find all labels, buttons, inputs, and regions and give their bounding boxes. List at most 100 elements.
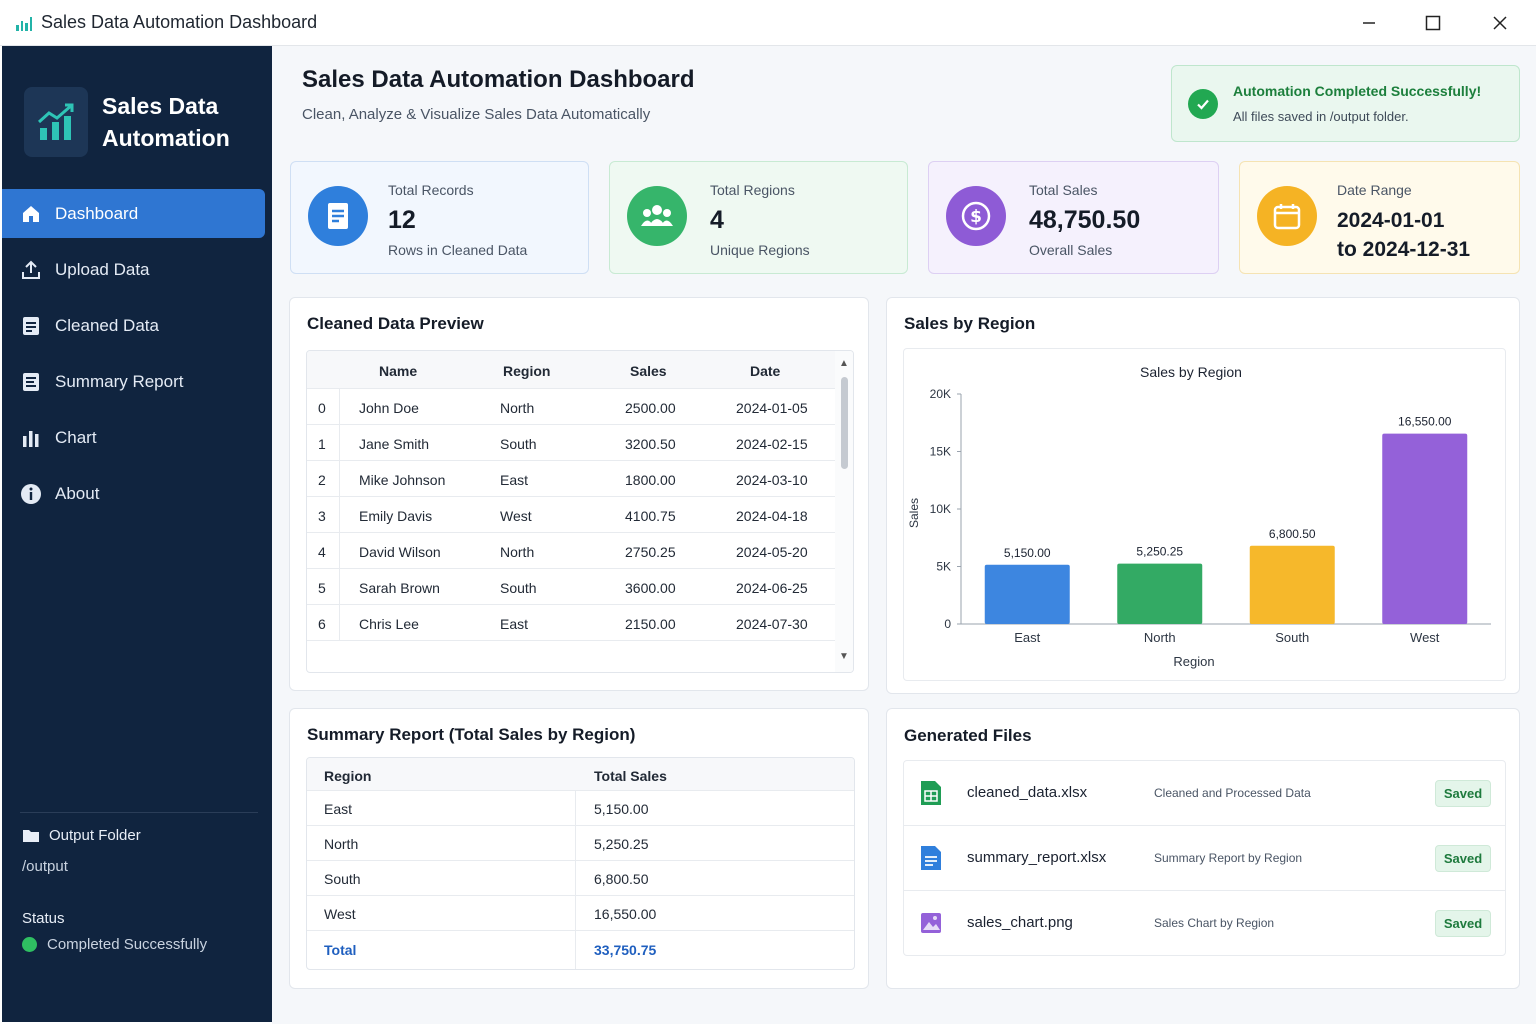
table-row[interactable]: 5 Sarah Brown South 3600.00 2024-06-25 bbox=[307, 569, 837, 605]
sidebar: Sales Data Automation Dashboard Upload D… bbox=[2, 46, 272, 1022]
alert-title: Automation Completed Successfully! bbox=[1233, 83, 1482, 99]
table-row[interactable]: 6 Chris Lee East 2150.00 2024-07-30 bbox=[307, 605, 837, 641]
table-row[interactable]: 0 John Doe North 2500.00 2024-01-05 bbox=[307, 389, 837, 425]
scroll-thumb[interactable] bbox=[841, 377, 848, 469]
y-tick-label: 10K bbox=[930, 502, 951, 516]
sidebar-item-upload-data[interactable]: Upload Data bbox=[2, 245, 272, 294]
generated-files-list: cleaned_data.xlsx Cleaned and Processed … bbox=[903, 760, 1506, 956]
sidebar-item-summary-report[interactable]: Summary Report bbox=[2, 357, 272, 406]
sidebar-item-about[interactable]: About bbox=[2, 469, 272, 518]
summary-table: Region Total Sales East 5,150.00 North 5,2… bbox=[306, 757, 855, 970]
column-header: Total Sales bbox=[594, 768, 667, 784]
stat-card-total-regions: Total Regions 4 Unique Regions bbox=[609, 161, 908, 274]
page-subtitle: Clean, Analyze & Visualize Sales Data Au… bbox=[302, 106, 651, 123]
table-row: West 16,550.00 bbox=[307, 896, 854, 931]
users-group-icon bbox=[627, 186, 687, 246]
sidebar-item-dashboard[interactable]: Dashboard bbox=[2, 189, 265, 238]
bar-west bbox=[1382, 433, 1468, 624]
sidebar-item-label: Cleaned Data bbox=[55, 315, 159, 335]
column-header: Date bbox=[750, 363, 781, 379]
close-button[interactable] bbox=[1467, 0, 1533, 46]
y-tick-label: 20K bbox=[930, 387, 951, 401]
minimize-icon bbox=[1363, 22, 1375, 24]
folder-icon bbox=[23, 830, 39, 842]
x-tick-label: West bbox=[1410, 630, 1440, 645]
home-icon bbox=[20, 203, 42, 225]
sidebar-divider bbox=[20, 812, 258, 813]
card-title: Cleaned Data Preview bbox=[307, 314, 484, 333]
maximize-button[interactable] bbox=[1400, 0, 1466, 46]
stat-card-total-sales: $ Total Sales 48,750.50 Overall Sales bbox=[928, 161, 1219, 274]
chart-frame: Sales by Region Region Sales 0 5K 10K 15K 20… bbox=[903, 348, 1506, 681]
sidebar-item-chart[interactable]: Chart bbox=[2, 413, 272, 462]
stat-sub: Unique Regions bbox=[710, 242, 810, 258]
y-tick-label: 15K bbox=[930, 445, 951, 459]
file-name: sales_chart.png bbox=[967, 914, 1073, 931]
table-row[interactable]: 3 Emily Davis West 4100.75 2024-04-18 bbox=[307, 497, 837, 533]
status-value: Completed Successfully bbox=[22, 936, 207, 953]
stat-label: Date Range bbox=[1337, 182, 1412, 198]
spreadsheet-icon bbox=[921, 781, 941, 805]
vertical-scrollbar[interactable]: ▲ ▼ bbox=[835, 351, 853, 672]
file-row-sales-chart[interactable]: sales_chart.png Sales Chart by Region Sa… bbox=[904, 891, 1505, 956]
sales-bar-chart: Sales by Region Region Sales 0 5K 10K 15K 20… bbox=[907, 364, 1491, 669]
bar-value-label: 5,150.00 bbox=[1004, 546, 1051, 560]
file-row-cleaned-data[interactable]: cleaned_data.xlsx Cleaned and Processed … bbox=[904, 761, 1505, 826]
table-row[interactable]: 1 Jane Smith South 3200.50 2024-02-15 bbox=[307, 425, 837, 461]
status-badge: Saved bbox=[1435, 845, 1491, 872]
records-icon bbox=[308, 186, 368, 246]
file-description: Cleaned and Processed Data bbox=[1154, 786, 1311, 800]
table-row: East 5,150.00 bbox=[307, 791, 854, 826]
table-row: South 6,800.50 bbox=[307, 861, 854, 896]
check-circle-icon bbox=[1188, 89, 1218, 119]
sidebar-item-label: Dashboard bbox=[55, 203, 139, 223]
svg-text:$: $ bbox=[970, 207, 982, 227]
preview-table[interactable]: Name Region Sales Date 0 John Doe North 250… bbox=[306, 350, 854, 673]
table-total-row: Total 33,750.75 bbox=[324, 942, 657, 958]
report-icon bbox=[20, 371, 42, 393]
chart-title: Sales by Region bbox=[1140, 364, 1242, 380]
success-alert: Automation Completed Successfully! All f… bbox=[1171, 65, 1520, 142]
brand-name: Sales Data Automation bbox=[102, 93, 230, 151]
brand-logo-icon bbox=[24, 87, 88, 157]
generated-files-card: Generated Files cleaned_data.xlsx Cleane… bbox=[886, 708, 1520, 989]
info-icon bbox=[20, 483, 42, 505]
y-tick-label: 0 bbox=[944, 617, 951, 631]
sidebar-item-label: Chart bbox=[55, 427, 97, 447]
table-row[interactable]: 4 David Wilson North 2750.25 2024-05-20 bbox=[307, 533, 837, 569]
file-description: Sales Chart by Region bbox=[1154, 916, 1275, 930]
calendar-icon bbox=[1257, 186, 1317, 246]
maximize-icon bbox=[1425, 15, 1441, 31]
table-header-row: Name Region Sales Date bbox=[307, 351, 837, 389]
file-description: Summary Report by Region bbox=[1154, 851, 1303, 865]
scroll-down-arrow-icon[interactable]: ▼ bbox=[839, 651, 849, 662]
y-axis-label: Sales bbox=[907, 498, 921, 528]
column-header: Region bbox=[503, 363, 551, 379]
table-row: North 5,250.25 bbox=[307, 826, 854, 861]
file-row-summary-report[interactable]: summary_report.xlsx Summary Report by Re… bbox=[904, 826, 1505, 891]
output-folder-label: Output Folder bbox=[22, 827, 141, 844]
minimize-button[interactable] bbox=[1336, 0, 1402, 46]
stat-value: 48,750.50 bbox=[1029, 206, 1141, 234]
column-header: Sales bbox=[630, 363, 667, 379]
sidebar-item-cleaned-data[interactable]: Cleaned Data bbox=[2, 301, 272, 350]
scroll-up-arrow-icon[interactable]: ▲ bbox=[839, 358, 849, 369]
bar-east bbox=[984, 564, 1070, 624]
x-axis-label: Region bbox=[1173, 654, 1214, 669]
stat-card-total-records: Total Records 12 Rows in Cleaned Data bbox=[290, 161, 589, 274]
x-tick-label: East bbox=[1014, 630, 1040, 645]
sidebar-item-label: Summary Report bbox=[55, 371, 184, 391]
file-name: cleaned_data.xlsx bbox=[967, 784, 1088, 801]
document-icon bbox=[20, 315, 42, 337]
table-row[interactable]: 2 Mike Johnson East 1800.00 2024-03-10 bbox=[307, 461, 837, 497]
bar-value-label: 6,800.50 bbox=[1269, 527, 1316, 541]
upload-icon bbox=[20, 259, 42, 281]
title-bar: Sales Data Automation Dashboard bbox=[0, 0, 1536, 46]
x-tick-label: North bbox=[1144, 630, 1176, 645]
sidebar-nav: Dashboard Upload Data Cleaned Data Summa… bbox=[2, 189, 272, 525]
dollar-icon: $ bbox=[946, 186, 1006, 246]
stat-label: Total Records bbox=[388, 182, 474, 198]
column-header: Region bbox=[324, 768, 372, 784]
cleaned-data-preview-card: Cleaned Data Preview Name Region Sales D… bbox=[289, 297, 869, 691]
page-title: Sales Data Automation Dashboard bbox=[302, 66, 695, 93]
